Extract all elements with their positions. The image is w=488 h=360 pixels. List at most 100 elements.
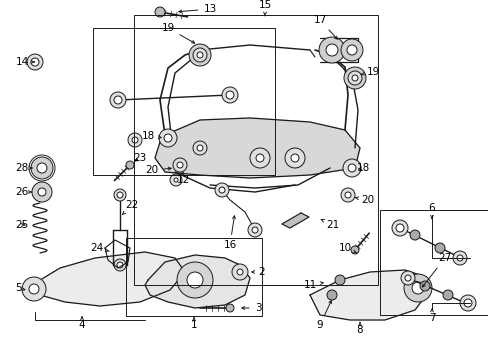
- Circle shape: [37, 163, 47, 173]
- Circle shape: [117, 192, 123, 198]
- Circle shape: [256, 154, 264, 162]
- Circle shape: [351, 75, 357, 81]
- Circle shape: [219, 187, 224, 193]
- Polygon shape: [145, 255, 249, 308]
- Text: 7: 7: [428, 309, 434, 323]
- Circle shape: [225, 91, 234, 99]
- Circle shape: [346, 45, 356, 55]
- Circle shape: [452, 251, 466, 265]
- Polygon shape: [32, 252, 184, 306]
- Circle shape: [340, 39, 362, 61]
- Circle shape: [463, 299, 471, 307]
- Circle shape: [114, 189, 126, 201]
- Circle shape: [159, 129, 177, 147]
- Text: 18: 18: [141, 131, 161, 141]
- Text: 28: 28: [15, 163, 32, 173]
- Bar: [93, 28, 274, 175]
- Circle shape: [114, 96, 122, 104]
- Circle shape: [456, 255, 462, 261]
- Text: 6: 6: [428, 203, 434, 219]
- Circle shape: [173, 158, 186, 172]
- Text: 3: 3: [242, 303, 261, 313]
- Circle shape: [197, 52, 203, 58]
- Circle shape: [249, 148, 269, 168]
- Circle shape: [186, 272, 203, 288]
- Circle shape: [27, 54, 43, 70]
- Circle shape: [342, 159, 360, 177]
- Circle shape: [31, 58, 39, 66]
- Circle shape: [110, 92, 126, 108]
- Circle shape: [459, 295, 475, 311]
- Text: 18: 18: [356, 163, 369, 173]
- Text: 19: 19: [360, 67, 379, 77]
- Circle shape: [318, 37, 345, 63]
- Circle shape: [174, 178, 178, 182]
- Circle shape: [411, 282, 423, 294]
- Text: 12: 12: [176, 172, 189, 185]
- Circle shape: [237, 269, 243, 275]
- Circle shape: [334, 275, 345, 285]
- Circle shape: [193, 141, 206, 155]
- Circle shape: [347, 164, 355, 172]
- Text: 15: 15: [258, 0, 271, 15]
- Circle shape: [350, 246, 358, 254]
- Circle shape: [285, 148, 305, 168]
- Circle shape: [343, 67, 365, 89]
- Circle shape: [391, 220, 407, 236]
- Text: 10: 10: [338, 243, 356, 253]
- Circle shape: [189, 44, 210, 66]
- Text: 24: 24: [90, 243, 109, 253]
- Text: 20: 20: [145, 165, 171, 175]
- Polygon shape: [282, 213, 308, 228]
- Text: 14: 14: [15, 57, 34, 67]
- Circle shape: [345, 192, 350, 198]
- Circle shape: [32, 182, 52, 202]
- Circle shape: [170, 174, 182, 186]
- Polygon shape: [155, 118, 359, 178]
- Circle shape: [403, 274, 431, 302]
- Text: 19: 19: [161, 23, 194, 43]
- Circle shape: [195, 50, 204, 60]
- Circle shape: [347, 71, 361, 85]
- Circle shape: [31, 157, 53, 179]
- Circle shape: [419, 281, 429, 291]
- Circle shape: [114, 259, 126, 271]
- Text: 23: 23: [133, 153, 146, 163]
- Text: 1: 1: [190, 317, 197, 330]
- Circle shape: [177, 162, 183, 168]
- Text: 21: 21: [320, 219, 339, 230]
- Circle shape: [326, 290, 336, 300]
- Circle shape: [349, 73, 359, 83]
- Text: 13: 13: [179, 4, 216, 14]
- Text: 16: 16: [223, 216, 236, 250]
- Text: 27: 27: [422, 253, 451, 287]
- Circle shape: [132, 137, 138, 143]
- Bar: [126, 238, 262, 316]
- Circle shape: [128, 133, 142, 147]
- Circle shape: [126, 161, 134, 169]
- Text: 26: 26: [15, 187, 31, 197]
- Circle shape: [290, 154, 298, 162]
- Circle shape: [325, 44, 337, 56]
- Text: 5: 5: [15, 283, 25, 293]
- Circle shape: [340, 188, 354, 202]
- Text: 4: 4: [79, 317, 85, 330]
- Text: 17: 17: [313, 15, 337, 39]
- Circle shape: [197, 145, 203, 151]
- Circle shape: [38, 188, 46, 196]
- Circle shape: [163, 134, 172, 142]
- Circle shape: [395, 224, 403, 232]
- Text: 2: 2: [251, 267, 265, 277]
- Circle shape: [404, 275, 410, 281]
- Text: 22: 22: [122, 200, 138, 215]
- Circle shape: [29, 284, 39, 294]
- Text: 11: 11: [303, 280, 323, 290]
- Polygon shape: [309, 270, 429, 320]
- Circle shape: [442, 290, 452, 300]
- Circle shape: [215, 183, 228, 197]
- Circle shape: [434, 243, 444, 253]
- Circle shape: [117, 262, 123, 268]
- Text: 20: 20: [355, 195, 374, 205]
- Circle shape: [22, 277, 46, 301]
- Circle shape: [193, 48, 206, 62]
